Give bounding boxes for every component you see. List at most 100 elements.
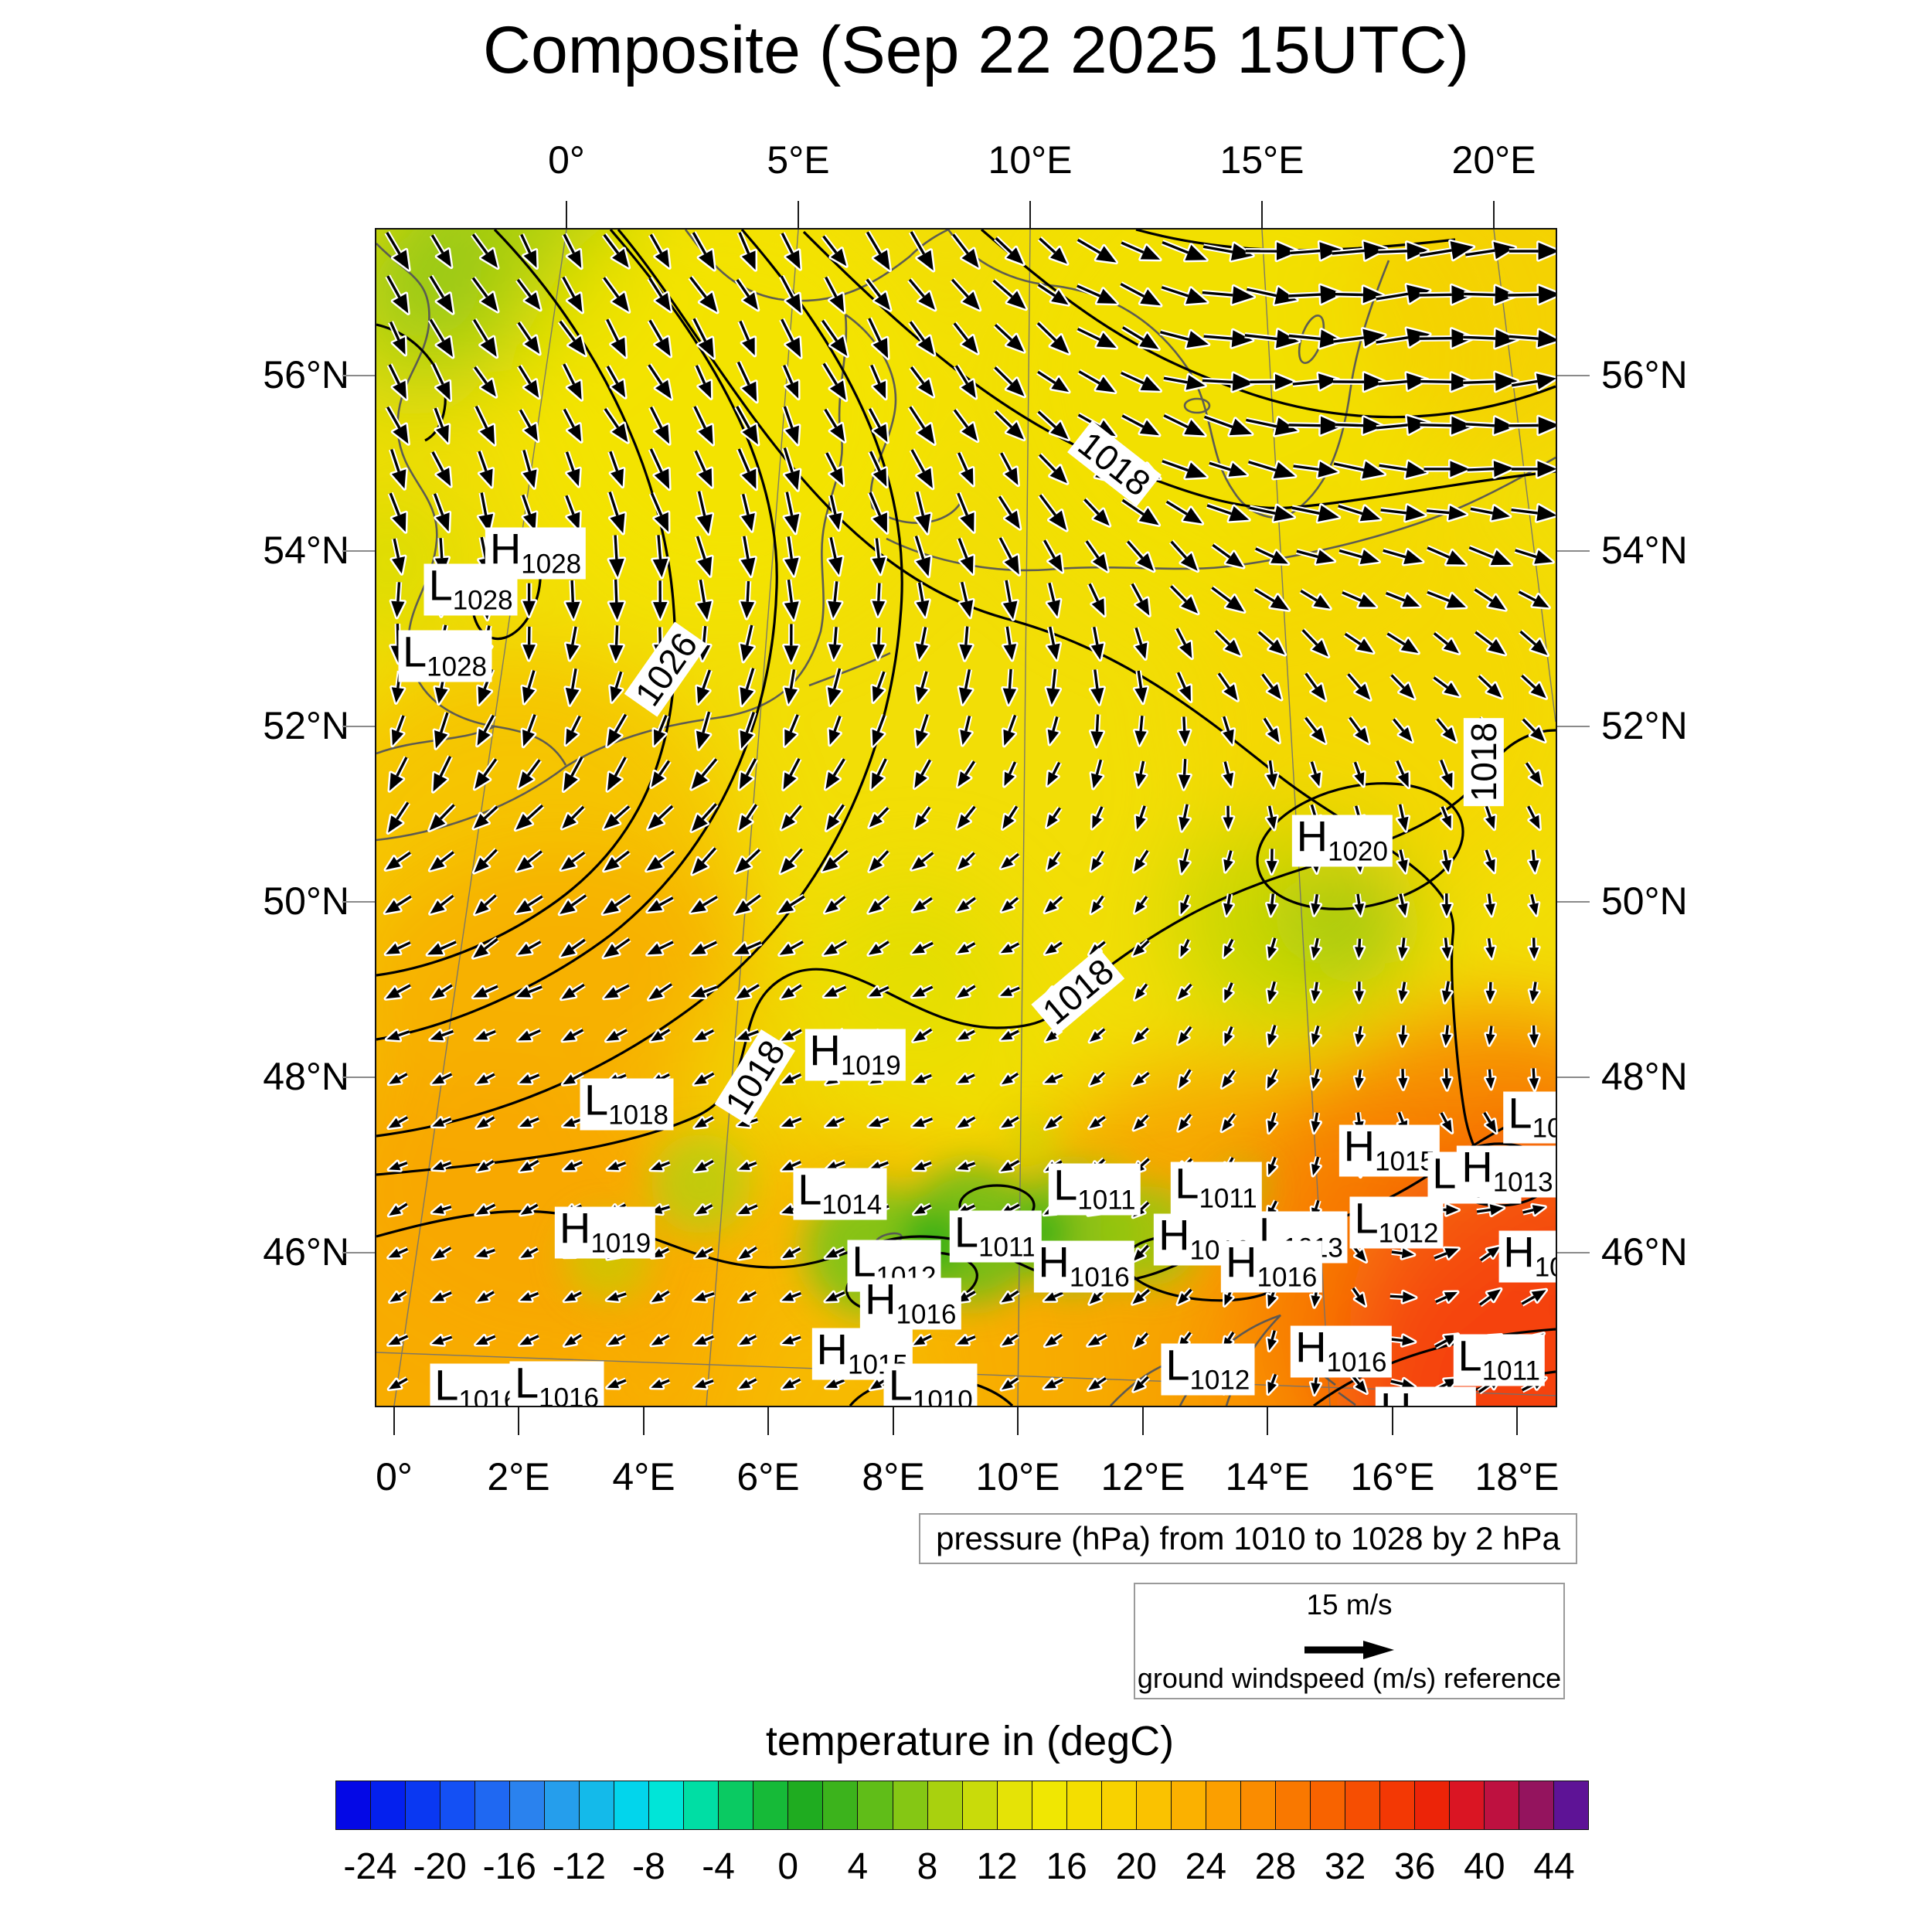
pressure-center-label: H1028	[485, 527, 587, 580]
colorbar-tick-label: -16	[482, 1846, 536, 1887]
contour-label: 1018	[1463, 718, 1505, 807]
colorbar-cell	[475, 1781, 511, 1829]
pressure-center-label: L1011	[1170, 1162, 1262, 1214]
pressure-center-label: H1019	[554, 1206, 656, 1259]
right-axis-label: 48°N	[1601, 1055, 1688, 1098]
colorbar-tick-label: 32	[1324, 1846, 1366, 1887]
bottom-axis-tick	[1516, 1406, 1518, 1435]
top-axis-tick	[1493, 201, 1495, 230]
bottom-axis-label: 18°E	[1475, 1455, 1560, 1498]
colorbar-cell	[1450, 1781, 1485, 1829]
left-axis-tick	[342, 550, 376, 552]
right-axis-tick	[1556, 1252, 1590, 1253]
colorbar-cell	[823, 1781, 859, 1829]
colorbar-cell	[1206, 1781, 1241, 1829]
right-axis-tick	[1556, 1077, 1590, 1078]
figure-title: Composite (Sep 22 2025 15UTC)	[482, 13, 1470, 87]
colorbar-cell	[1171, 1781, 1206, 1829]
colorbar-cell	[753, 1781, 789, 1829]
pressure-center-label: H1016	[860, 1277, 961, 1330]
top-axis-tick	[798, 201, 799, 230]
colorbar-tick-label: 40	[1464, 1846, 1505, 1887]
bottom-axis-label: 16°E	[1350, 1455, 1435, 1498]
colorbar-cell	[545, 1781, 580, 1829]
colorbar-cell	[1379, 1781, 1415, 1829]
left-axis-tick	[342, 375, 376, 376]
left-axis-tick	[342, 1077, 376, 1078]
colorbar-cell	[1240, 1781, 1276, 1829]
colorbar-tick-label: 0	[777, 1846, 799, 1887]
colorbar-cell	[1275, 1781, 1311, 1829]
pressure-center-label: H1019	[804, 1029, 906, 1081]
top-axis-label: 0°	[548, 138, 585, 182]
bottom-axis-tick	[767, 1406, 769, 1435]
right-axis-label: 52°N	[1601, 704, 1688, 747]
colorbar-cell	[1519, 1781, 1555, 1829]
colorbar-cell	[580, 1781, 615, 1829]
bottom-axis-label: 0°	[376, 1455, 413, 1498]
colorbar-tick-label: 4	[847, 1846, 869, 1887]
colorbar-tick-label: -12	[552, 1846, 607, 1887]
pressure-center-label: L1011	[1453, 1334, 1545, 1386]
colorbar-cell	[1414, 1781, 1450, 1829]
bottom-axis-tick	[643, 1406, 645, 1435]
bottom-axis-label: 2°E	[487, 1455, 550, 1498]
wind-reference-caption: ground windspeed (m/s) reference	[1137, 1662, 1562, 1694]
colorbar-cell	[336, 1781, 372, 1829]
pressure-center-label: L1028	[423, 563, 518, 616]
colorbar-cell	[1101, 1781, 1137, 1829]
colorbar-tick-label: -24	[343, 1846, 397, 1887]
colorbar-tick-label: 28	[1254, 1846, 1297, 1887]
colorbar-cell	[1032, 1781, 1067, 1829]
colorbar-cell	[440, 1781, 476, 1829]
bottom-axis-tick	[393, 1406, 395, 1435]
top-axis-label: 10°E	[988, 138, 1073, 182]
colorbar-cell	[614, 1781, 650, 1829]
pressure-center-label: L1018	[579, 1078, 674, 1131]
top-axis-tick	[566, 201, 567, 230]
bottom-axis-tick	[1267, 1406, 1268, 1435]
colorbar-cell	[684, 1781, 719, 1829]
pressure-center-label: L1028	[397, 630, 492, 682]
colorbar-cell	[1554, 1781, 1589, 1829]
pressure-center-label: L1011	[949, 1210, 1042, 1263]
colorbar-cell	[1136, 1781, 1172, 1829]
pressure-center-label: H1013	[1457, 1145, 1556, 1198]
pressure-center-label: H101	[1498, 1230, 1556, 1283]
pressure-center-label: L1011	[1049, 1163, 1141, 1216]
colorbar-cell	[406, 1781, 441, 1829]
bottom-axis-label: 8°E	[862, 1455, 925, 1498]
bottom-axis-label: 10°E	[975, 1455, 1060, 1498]
pressure-center-label: H1016	[1033, 1240, 1134, 1293]
pressure-center-label: H1015	[1338, 1124, 1440, 1177]
left-axis-tick	[342, 726, 376, 727]
right-axis-tick	[1556, 726, 1590, 727]
right-axis-label: 46°N	[1601, 1230, 1688, 1274]
bottom-axis-tick	[893, 1406, 894, 1435]
colorbar-tick-label: -4	[702, 1846, 735, 1887]
colorbar-tick-label: 12	[976, 1846, 1018, 1887]
colorbar-cell	[997, 1781, 1032, 1829]
colorbar-cell	[893, 1781, 928, 1829]
colorbar-tick-label: 44	[1533, 1846, 1575, 1887]
colorbar-tick-label: 8	[917, 1846, 938, 1887]
left-axis-label: 48°N	[263, 1055, 349, 1098]
colorbar-cell	[962, 1781, 998, 1829]
left-axis-label: 46°N	[263, 1230, 349, 1274]
top-axis-label: 5°E	[767, 138, 830, 182]
weather-map: 1026 1018 1018 1018 1018 H1028 L1028 L1028 H1020…	[375, 228, 1557, 1407]
colorbar-tick-label: 20	[1115, 1846, 1157, 1887]
colorbar-cell	[1485, 1781, 1520, 1829]
right-axis-tick	[1556, 375, 1590, 376]
colorbar-cell	[858, 1781, 893, 1829]
pressure-center-label: L1016	[430, 1363, 524, 1406]
left-axis-label: 50°N	[263, 879, 349, 923]
colorbar-cell	[719, 1781, 754, 1829]
colorbar-title: temperature in (degC)	[765, 1718, 1175, 1764]
colorbar-cell	[1345, 1781, 1380, 1829]
pressure-center-label: L1014	[793, 1168, 887, 1220]
left-axis-label: 56°N	[263, 353, 349, 396]
bottom-axis-label: 6°E	[736, 1455, 800, 1498]
bottom-axis-tick	[1142, 1406, 1144, 1435]
